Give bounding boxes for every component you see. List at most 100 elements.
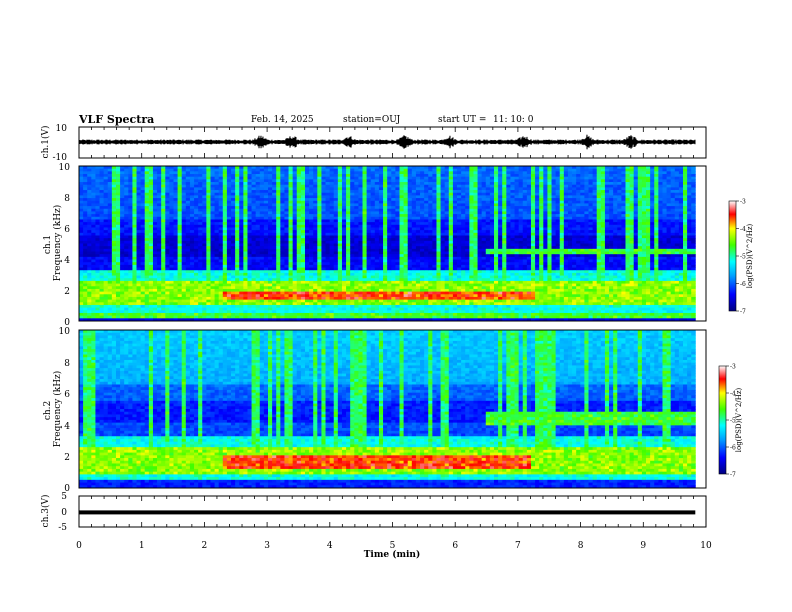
spectrogram-cell xyxy=(403,211,409,215)
spectrogram-cell xyxy=(292,211,298,215)
spectrogram-cell xyxy=(231,254,236,258)
spectrogram-cell xyxy=(280,182,285,186)
spectrogram-cell xyxy=(218,192,224,196)
spectrogram-cell xyxy=(115,230,121,234)
spectrogram-cell xyxy=(165,288,170,292)
spectrogram-cell xyxy=(243,176,248,180)
spectrogram-cell xyxy=(350,240,355,244)
spectrogram-cell xyxy=(370,294,376,298)
spectrogram-cell xyxy=(194,179,199,183)
spectrogram-cell xyxy=(280,248,285,252)
spectrogram-cell xyxy=(325,251,331,255)
spectrogram-cell xyxy=(226,190,232,194)
spectrogram-cell xyxy=(251,280,257,284)
spectrogram-cell xyxy=(329,267,335,271)
spectrogram-cell xyxy=(173,315,179,319)
spectrogram-cell xyxy=(206,246,211,250)
spectrogram-cell xyxy=(395,219,400,223)
spectrogram-cell xyxy=(304,312,310,317)
spectrogram-cell xyxy=(317,206,322,210)
spectrogram-cell xyxy=(300,310,306,314)
spectrogram-cell xyxy=(350,299,355,303)
spectrogram-cell xyxy=(185,184,191,188)
spectrogram-cell xyxy=(169,256,174,260)
spectrogram-cell xyxy=(103,230,109,234)
spectrogram-cell xyxy=(354,296,359,301)
spectrogram-cell xyxy=(259,240,265,244)
spectrogram-cell xyxy=(120,187,125,191)
spectrogram-cell xyxy=(99,283,105,287)
spectrogram-cell xyxy=(350,200,355,204)
spectrogram-cell xyxy=(124,304,129,309)
spectrogram-cell xyxy=(144,238,150,242)
spectrogram-cell xyxy=(251,270,257,274)
spectrogram-cell xyxy=(231,235,236,239)
spectrogram-cell xyxy=(152,248,158,252)
spectrogram-cell xyxy=(87,278,92,282)
spectrogram-cell xyxy=(214,299,220,303)
spectrogram-cell xyxy=(214,195,220,199)
spectrogram-cell xyxy=(140,299,146,303)
spectrogram-cell xyxy=(235,270,240,274)
spectrogram-cell xyxy=(346,310,351,314)
spectrogram-cell xyxy=(239,248,244,252)
spectrogram-cell xyxy=(272,318,277,322)
spectrogram-cell xyxy=(165,294,170,298)
spectrogram-cell xyxy=(362,190,368,194)
spectrogram-cell xyxy=(337,208,343,212)
spectrogram-cell xyxy=(226,232,232,236)
spectrogram-cell xyxy=(325,232,331,236)
spectrogram-cell xyxy=(362,299,368,303)
spectrogram-cell xyxy=(387,270,392,274)
spectrogram-cell xyxy=(231,232,236,236)
spectrogram-cell xyxy=(268,294,273,298)
spectrogram-cell xyxy=(152,302,158,306)
spectrogram-cell xyxy=(337,216,343,220)
spectrogram-cell xyxy=(124,240,129,244)
spectrogram-cell xyxy=(337,192,343,196)
spectrogram-cell xyxy=(329,259,335,263)
spectrogram-cell xyxy=(251,254,257,258)
spectrogram-cell xyxy=(362,222,368,226)
spectrogram-cell xyxy=(255,280,261,284)
spectrogram-cell xyxy=(210,294,215,298)
spectrogram-cell xyxy=(231,302,236,306)
spectrogram-cell xyxy=(198,171,203,175)
spectrogram-cell xyxy=(280,286,285,290)
spectrogram-cell xyxy=(354,294,359,298)
spectrogram-cell xyxy=(218,174,224,178)
spectrogram-cell xyxy=(420,219,425,223)
spectrogram-cell xyxy=(333,280,339,284)
spectrogram-cell xyxy=(243,270,248,274)
spectrogram-cell xyxy=(255,304,261,309)
spectrogram-cell xyxy=(235,262,240,266)
spectrogram-cell xyxy=(329,208,335,212)
spectrogram-cell xyxy=(255,182,261,186)
spectrogram-cell xyxy=(194,307,199,311)
spectrogram-cell xyxy=(370,216,376,220)
spectrogram-cell xyxy=(157,222,162,226)
spectrogram-cell xyxy=(185,179,191,183)
spectrogram-cell xyxy=(354,198,359,202)
spectrogram-cell xyxy=(255,283,261,287)
spectrogram-cell xyxy=(140,179,146,183)
spectrogram-cell xyxy=(218,230,224,234)
spectrogram-cell xyxy=(148,176,154,180)
spectrogram-cell xyxy=(214,203,220,207)
spectrogram-cell xyxy=(103,203,109,207)
spectrogram-cell xyxy=(210,259,215,263)
spectrogram-cell xyxy=(165,235,170,239)
spectrogram-cell xyxy=(284,251,289,255)
spectrogram-cell xyxy=(198,200,203,204)
spectrogram-cell xyxy=(255,264,261,268)
spectrogram-cell xyxy=(362,214,368,218)
spectrogram-cell xyxy=(189,200,195,204)
spectrogram-cell xyxy=(136,283,142,287)
spectrogram-cell xyxy=(140,270,146,274)
spectrogram-cell xyxy=(313,296,318,301)
spectrogram-cell xyxy=(243,192,248,196)
spectrogram-cell xyxy=(107,214,113,218)
spectrogram-cell xyxy=(169,230,174,234)
spectrogram-cell xyxy=(403,219,409,223)
spectrogram-cell xyxy=(173,307,179,311)
